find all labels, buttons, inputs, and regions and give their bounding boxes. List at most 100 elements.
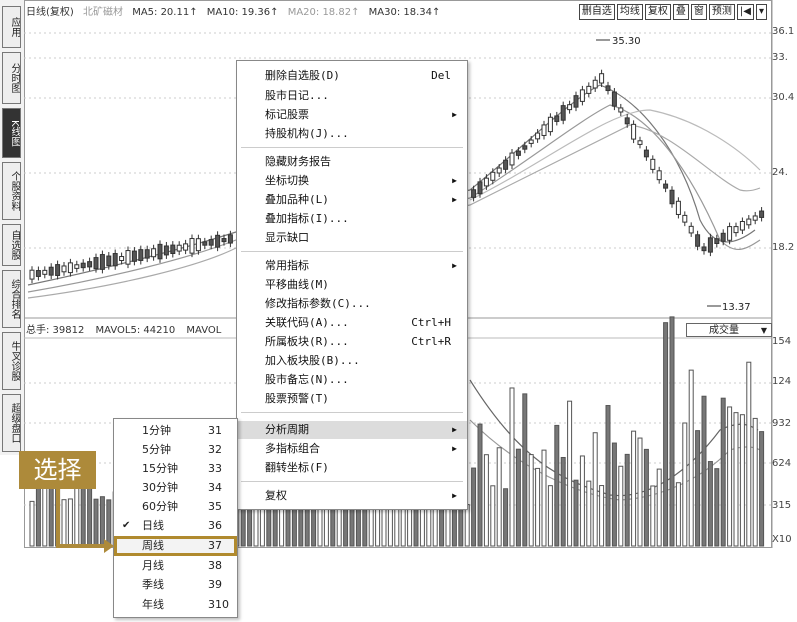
volume-bar <box>247 504 253 547</box>
period-60min[interactable]: 60分钟 35 <box>142 500 222 513</box>
candle-body <box>541 124 547 136</box>
total-volume: 总手: 39812 <box>26 325 85 336</box>
sidebar-tab-ranking[interactable]: 综合排名 <box>2 270 21 328</box>
chevron-right-icon: ▶ <box>452 261 457 270</box>
candle-body <box>477 181 483 195</box>
volume-bar <box>522 393 528 547</box>
candlesticks <box>29 69 765 284</box>
volume-bar <box>656 468 662 547</box>
period-monthly[interactable]: 月线 38 <box>142 559 222 572</box>
candle-body <box>29 269 35 280</box>
menu-item-analysis-period[interactable]: 分析周期 ▶ <box>237 421 467 439</box>
menu-item-hide-financials[interactable]: 隐藏财务报告 <box>265 155 331 168</box>
period-30min[interactable]: 30分钟 34 <box>142 481 222 494</box>
candle-body <box>631 123 637 140</box>
forecast-button[interactable]: 预测 <box>708 4 735 20</box>
sidebar-tab-intraday[interactable]: 分时图 <box>2 52 21 104</box>
sidebar-tab-diagnosis[interactable]: 牛叉诊股 <box>2 332 21 390</box>
period-15min[interactable]: 15分钟 33 <box>142 462 222 475</box>
candle-body <box>605 85 611 92</box>
sidebar-tab-apps[interactable]: 应用 <box>2 6 21 48</box>
overlay-button[interactable]: 叠 <box>672 4 689 20</box>
period-quarterly[interactable]: 季线 39 <box>142 578 222 591</box>
menu-item-related-code[interactable]: 关联代码(A)... Ctrl+H <box>265 316 451 329</box>
volume-bar <box>554 424 560 547</box>
candle-body <box>151 248 157 258</box>
menu-item-memo[interactable]: 股市备忘(N)... <box>265 373 349 386</box>
volume-bar <box>87 483 93 547</box>
volume-bar <box>714 468 720 547</box>
sidebar-tab-order-book[interactable]: 超级盘口 <box>2 394 21 452</box>
chevron-right-icon: ▶ <box>452 491 457 500</box>
price-scale-4: 24. <box>772 167 788 178</box>
volume-bar <box>464 504 470 547</box>
candle-body <box>688 225 694 234</box>
chart-toolbar: 删自选 均线 复权 叠 窗 预测 |◀ ▾ <box>578 4 767 20</box>
sidebar-tab-watchlist[interactable]: 自选股 <box>2 224 21 266</box>
volume-bar <box>759 431 765 547</box>
menu-item-show-gaps[interactable]: 显示缺口 <box>265 231 309 244</box>
candle-body <box>739 220 745 231</box>
menu-item-remove-watchlist[interactable]: 删除自选股(D) Del <box>265 69 451 82</box>
chart-header: 日线(复权) 北矿磁材 MA5: 20.11↑ MA10: 19.36↑ MA2… <box>26 3 446 19</box>
left-sidebar: 应用 分时图 K线图 个股资料 自选股 综合排名 牛叉诊股 超级盘口 <box>0 0 25 455</box>
sidebar-tab-kline[interactable]: K线图 <box>2 108 21 158</box>
candle-body <box>80 262 86 269</box>
menu-separator <box>241 147 463 148</box>
menu-item-axis-switch[interactable]: 坐标切换 ▶ <box>237 172 467 190</box>
candle-body <box>637 140 643 145</box>
candle-body <box>522 145 528 150</box>
candle-body <box>663 183 669 189</box>
menu-item-overlay-symbol[interactable]: 叠加品种(L) ▶ <box>237 191 467 209</box>
period-daily[interactable]: ✔ 日线 36 <box>114 516 237 536</box>
menu-item-alert[interactable]: 股票预警(T) <box>265 392 329 405</box>
window-button[interactable]: 窗 <box>690 4 707 20</box>
volume-bar <box>637 437 643 547</box>
menu-item-shift-curve[interactable]: 平移曲线(M) <box>265 278 329 291</box>
menu-item-flip-axis[interactable]: 翻转坐标(F) <box>265 461 329 474</box>
candle-body <box>618 107 624 113</box>
menu-item-add-to-sector[interactable]: 加入板块股(B)... <box>265 354 360 367</box>
remove-watchlist-button[interactable]: 删自选 <box>578 4 615 20</box>
candle-body <box>720 232 726 242</box>
volume-bar <box>55 485 61 547</box>
price-scale-5: 18.2 <box>772 242 795 253</box>
select-callout: 选择 <box>19 451 96 489</box>
volume-bar <box>35 485 41 547</box>
menu-item-sector[interactable]: 所属板块(R)... Ctrl+R <box>265 335 451 348</box>
menu-item-stock-diary[interactable]: 股市日记... <box>265 89 329 102</box>
candle-body <box>35 270 41 277</box>
candle-body <box>496 167 502 174</box>
candle-body <box>99 254 105 270</box>
sidebar-tab-stock-info[interactable]: 个股资料 <box>2 162 21 220</box>
candle-body <box>138 249 144 261</box>
menu-item-overlay-indicator[interactable]: 叠加指标(I)... <box>265 212 349 225</box>
menu-item-common-indicators[interactable]: 常用指标 ▶ <box>237 257 467 275</box>
volume-bar <box>631 430 637 547</box>
play-icon[interactable]: |◀ <box>736 4 754 20</box>
period-1min[interactable]: 1分钟 31 <box>142 424 222 437</box>
menu-item-institutions[interactable]: 持股机构(J)... <box>265 127 349 140</box>
menu-item-mark-stock[interactable]: 标记股票 ▶ <box>237 106 467 124</box>
menu-item-multi-indicator[interactable]: 多指标组合 ▶ <box>237 440 467 458</box>
volume-bar <box>695 430 701 547</box>
volume-bar <box>266 504 272 547</box>
volume-bar <box>675 482 681 547</box>
menu-item-edit-params[interactable]: 修改指标参数(C)... <box>265 297 371 310</box>
menu-item-restore-rights[interactable]: 复权 ▶ <box>237 487 467 505</box>
dropdown-icon[interactable]: ▾ <box>755 4 767 20</box>
volume-bar <box>573 479 579 547</box>
candle-body <box>221 238 227 243</box>
period-weekly[interactable]: 周线 37 <box>114 536 237 556</box>
period-5min[interactable]: 5分钟 32 <box>142 443 222 456</box>
period-yearly[interactable]: 年线 310 <box>142 598 229 611</box>
ma-button[interactable]: 均线 <box>616 4 643 20</box>
candle-body <box>195 238 201 252</box>
volume-bar <box>61 499 67 547</box>
menu-separator <box>241 412 463 413</box>
chevron-right-icon: ▶ <box>452 110 457 119</box>
restore-rights-button[interactable]: 复权 <box>644 4 671 20</box>
chevron-right-icon: ▶ <box>452 195 457 204</box>
indicator-select[interactable]: 成交量 ▼ <box>686 323 772 337</box>
volume-bar <box>579 455 585 547</box>
